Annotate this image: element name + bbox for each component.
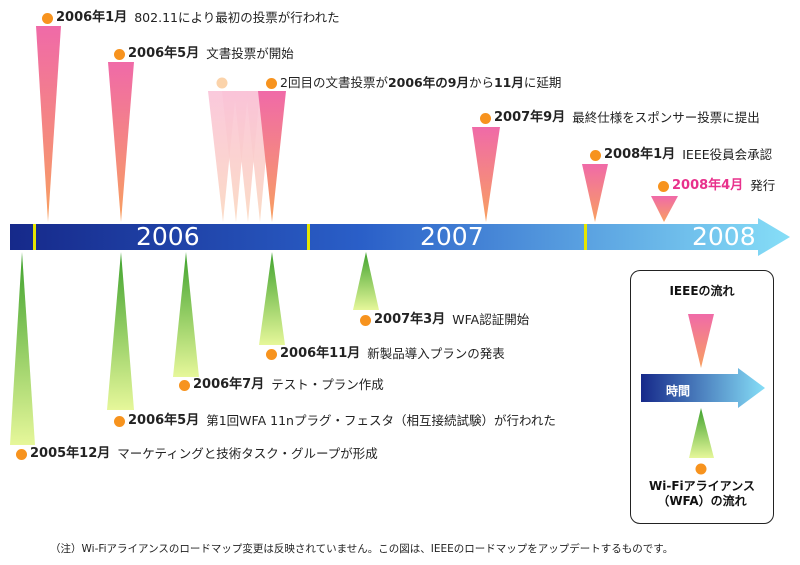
event-dot [480, 112, 491, 124]
year-label-2007: 2007 [420, 222, 484, 251]
ieee-event-2007-09: 2007年9月 最終仕様をスポンサー投票に提出 [480, 110, 760, 126]
event-date: 2008年4月 [672, 178, 744, 193]
wfa-marker-2006-07 [173, 252, 199, 377]
event-dot [266, 77, 277, 89]
legend-time-arrow [641, 368, 765, 408]
event-text: 第1回WFA 11nプラグ・フェスタ（相互接続試験）が行われた [206, 413, 556, 428]
wfa-marker-2005-12 [10, 252, 35, 445]
event-text: 発行 [750, 178, 776, 193]
ieee-event-2008-04: 2008年4月 発行 [658, 178, 775, 194]
timeline-arrow [10, 218, 790, 256]
legend-wfa-label: Wi-Fiアライアンス （WFA）の流れ [630, 479, 774, 509]
event-date: 2006年11月 [280, 346, 361, 361]
wfa-marker-2006-11 [259, 252, 285, 345]
event-date: 2005年12月 [30, 446, 111, 461]
event-text-prefix: 2回目の文書投票が [280, 75, 388, 90]
year-separator-2008 [584, 224, 587, 250]
legend-time-label: 時間 [666, 384, 691, 398]
wfa-marker-2006-05 [107, 252, 134, 410]
event-text: WFA認証開始 [452, 312, 530, 327]
event-dot [42, 12, 53, 24]
event-dot [114, 48, 125, 60]
event-dot [16, 448, 27, 460]
legend-ieee-label: IEEEの流れ [669, 284, 735, 298]
ieee-faded-dot [216, 77, 228, 89]
event-dot [658, 180, 669, 192]
event-date: 2007年9月 [494, 110, 566, 125]
event-text: 最終仕様をスポンサー投票に提出 [572, 110, 760, 125]
event-text: 文書投票が開始 [206, 46, 294, 61]
legend-wfa-dot [695, 463, 707, 475]
event-text: 新製品導入プランの発表 [367, 346, 505, 361]
ieee-event-postponed: 2回目の文書投票が 2006年の9月 から 11月 に延期 [266, 75, 561, 91]
event-date-end: 11月 [493, 75, 524, 90]
event-dot [266, 348, 277, 360]
ieee-marker-2006-05 [108, 62, 134, 222]
wfa-event-2006-05: 2006年5月 第1回WFA 11nプラグ・フェスタ（相互接続試験）が行われた [114, 413, 556, 429]
ieee-event-2008-01: 2008年1月 IEEE役員会承認 [590, 147, 772, 163]
event-text: テスト・プラン作成 [271, 377, 384, 392]
event-dot [590, 149, 601, 161]
year-label-2008: 2008 [692, 222, 756, 251]
year-separator-2006 [33, 224, 36, 250]
ieee-marker-2007-09 [472, 127, 500, 222]
wfa-marker-2007-03 [353, 252, 379, 310]
year-label-2006: 2006 [136, 222, 200, 251]
event-date: 2008年1月 [604, 147, 676, 162]
ieee-marker-2008-01 [582, 164, 608, 222]
legend-wfa-line1: Wi-Fiアライアンス [649, 479, 755, 493]
event-text: に延期 [523, 75, 562, 90]
legend-ieee-marker [688, 314, 714, 368]
ieee-event-2006-05: 2006年5月 文書投票が開始 [114, 46, 294, 62]
event-date: 2006年5月 [128, 46, 200, 61]
ieee-marker-2008-04 [651, 196, 678, 222]
wfa-event-2007-03: 2007年3月 WFA認証開始 [360, 312, 529, 328]
legend-box [630, 270, 774, 524]
event-date: 2006年1月 [56, 10, 128, 25]
event-text-mid: から [468, 75, 494, 90]
event-text: IEEE役員会承認 [682, 147, 773, 162]
event-date: 2006年5月 [128, 413, 200, 428]
event-text: マーケティングと技術タスク・グループが形成 [117, 446, 378, 461]
legend-wfa-marker [689, 408, 714, 458]
wfa-event-2006-11: 2006年11月 新製品導入プランの発表 [266, 346, 505, 362]
year-separator-2007 [307, 224, 310, 250]
event-dot [114, 415, 125, 427]
wfa-event-2006-07: 2006年7月 テスト・プラン作成 [179, 377, 384, 393]
wfa-event-2005-12: 2005年12月 マーケティングと技術タスク・グループが形成 [16, 446, 378, 462]
event-dot [179, 379, 190, 391]
event-dot [360, 314, 371, 326]
event-date: 2007年3月 [374, 312, 446, 327]
ieee-event-2006-01: 2006年1月 802.11により最初の投票が行われた [42, 10, 340, 26]
ieee-marker-2006-11 [258, 91, 286, 222]
event-date: 2006年の9月 [387, 75, 469, 90]
legend-wfa-line2: （WFA）の流れ [657, 494, 747, 508]
event-date: 2006年7月 [193, 377, 265, 392]
event-text: 802.11により最初の投票が行われた [134, 10, 340, 25]
footnote: （注）Wi-Fiアライアンスのロードマップ変更は反映されていません。この図は、I… [50, 543, 674, 555]
ieee-marker-2006-01 [36, 26, 61, 222]
